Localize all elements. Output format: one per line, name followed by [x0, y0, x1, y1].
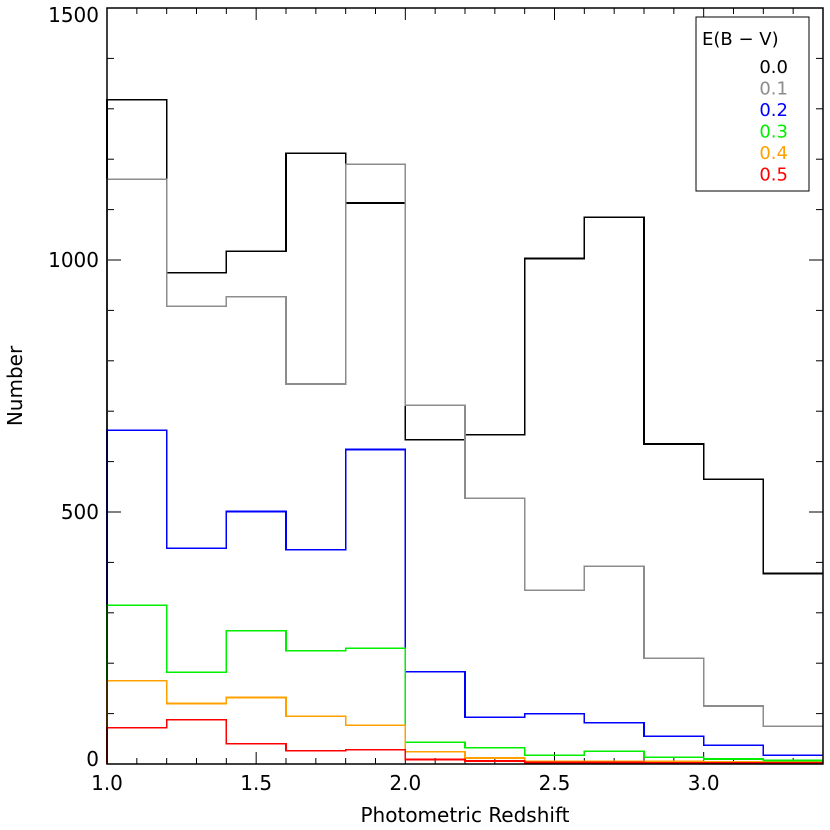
x-tick-label: 1.5: [240, 771, 272, 795]
x-tick-labels: 1.0 1.5 2.0 2.5 3.0: [91, 771, 719, 795]
y-tick-label: 1500: [48, 3, 99, 27]
x-tick-label: 2.0: [389, 771, 421, 795]
y-tick-label: 0: [86, 747, 99, 771]
legend-entry-label: 0.4: [759, 143, 788, 164]
legend-box: [695, 16, 810, 192]
x-tick-label: 3.0: [688, 771, 720, 795]
x-tick-label: 1.0: [91, 771, 123, 795]
series-layer: [106, 98, 823, 764]
y-axis-title: Number: [3, 345, 27, 426]
series-0.3: [106, 604, 823, 764]
legend: E(B − V) 0.00.10.20.30.40.5: [695, 16, 810, 192]
x-tick-label: 2.5: [539, 771, 571, 795]
legend-entry-label: 0.0: [759, 57, 788, 78]
x-axis-title: Photometric Redshift: [361, 803, 570, 827]
legend-entry-label: 0.3: [759, 122, 788, 143]
y-tick-label: 500: [61, 500, 99, 524]
series-0.1: [106, 163, 823, 764]
legend-title: E(B − V): [702, 29, 779, 50]
plot-frame: [106, 7, 824, 765]
legend-entry-label: 0.5: [759, 165, 788, 186]
series-0.5: [106, 718, 823, 764]
y-tick-labels: 0 500 1000 1500: [48, 3, 99, 771]
legend-entry-label: 0.1: [759, 79, 788, 100]
series-0.2: [106, 429, 823, 764]
legend-entry-label: 0.2: [759, 100, 788, 121]
legend-entries: 0.00.10.20.30.40.5: [759, 57, 788, 186]
y-tick-label: 1000: [48, 248, 99, 272]
